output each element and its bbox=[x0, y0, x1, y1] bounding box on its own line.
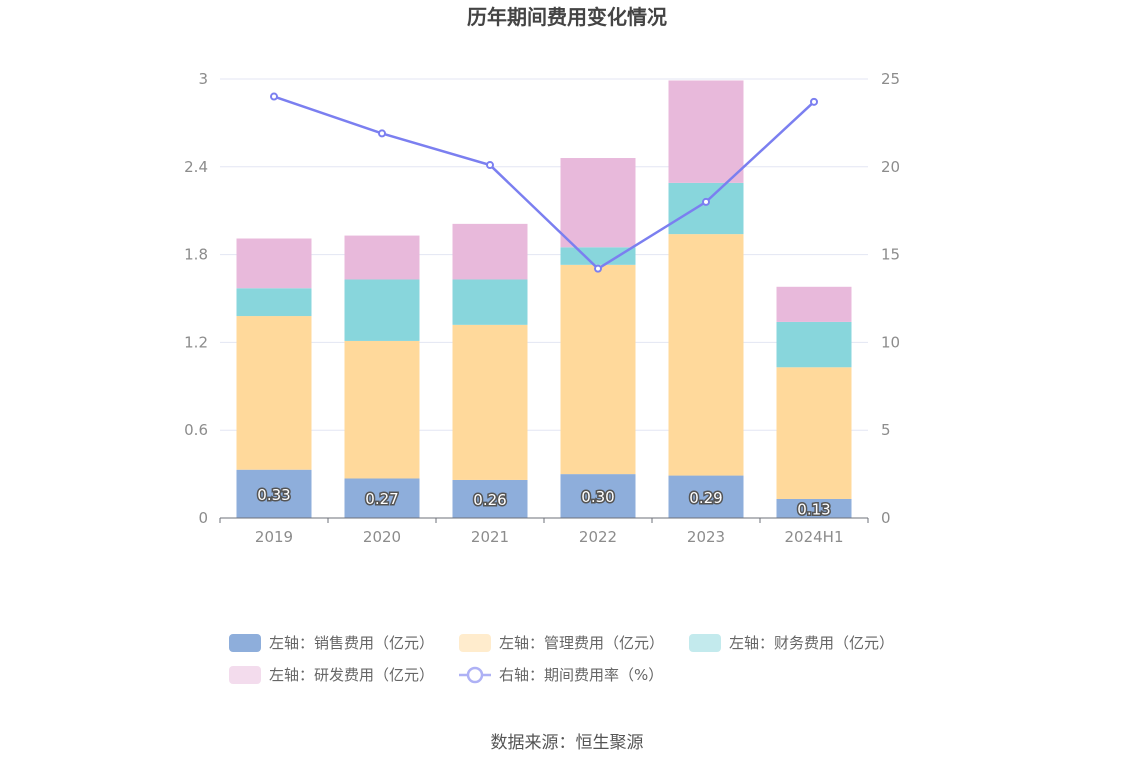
bar-segment bbox=[344, 340, 420, 479]
rate-point bbox=[810, 97, 818, 106]
bar-segment bbox=[560, 247, 636, 265]
legend-swatch bbox=[689, 634, 721, 652]
bar-segment bbox=[776, 498, 852, 518]
bar-segment bbox=[236, 238, 312, 289]
right-tick-label: 5 bbox=[881, 421, 891, 439]
x-axis: 2019 2020 2021 2022 2023 2024H1 bbox=[219, 517, 869, 546]
legend-label: 左轴：管理费用（亿元） bbox=[499, 634, 664, 652]
bar-segment bbox=[668, 475, 744, 518]
bar-segment bbox=[560, 474, 636, 518]
left-tick-label: 0.6 bbox=[184, 421, 208, 439]
legend-label: 左轴：财务费用（亿元） bbox=[729, 634, 894, 652]
legend-swatch bbox=[459, 634, 491, 652]
x-tick-label: 2023 bbox=[687, 528, 725, 546]
bars bbox=[236, 80, 852, 518]
bar-segment bbox=[776, 321, 852, 368]
x-tick-label: 2019 bbox=[255, 528, 293, 546]
bar-segment bbox=[668, 182, 744, 235]
left-tick-label: 1.8 bbox=[184, 246, 208, 264]
bar-segment bbox=[344, 478, 420, 518]
bar-data-label: 0.30 bbox=[581, 488, 614, 506]
bar-segment bbox=[560, 158, 636, 248]
legend: 左轴：销售费用（亿元） 左轴：管理费用（亿元） 左轴：财务费用（亿元） 左轴：研发费用… bbox=[229, 634, 894, 684]
x-tick-label: 2020 bbox=[363, 528, 401, 546]
right-axis: 0 5 10 15 20 25 bbox=[881, 70, 900, 527]
bar-segment bbox=[452, 324, 528, 480]
left-tick-label: 2.4 bbox=[184, 158, 208, 176]
left-tick-label: 1.2 bbox=[184, 333, 208, 351]
left-tick-label: 0 bbox=[198, 509, 208, 527]
data-labels: 0.33 0.27 0.26 0.30 0.29 0.13 bbox=[256, 484, 832, 520]
legend-swatch bbox=[229, 634, 261, 652]
bar-segment bbox=[344, 279, 420, 341]
legend-swatch bbox=[229, 666, 261, 684]
right-tick-label: 25 bbox=[881, 70, 900, 88]
grid bbox=[220, 78, 868, 431]
data-source: 数据来源：恒生聚源 bbox=[491, 733, 644, 753]
rate-point bbox=[486, 161, 494, 170]
x-tick-label: 2024H1 bbox=[785, 528, 844, 546]
bar-segment bbox=[236, 469, 312, 518]
rate-point bbox=[378, 129, 386, 138]
legend-swatch bbox=[466, 666, 484, 684]
rate-point bbox=[702, 197, 710, 206]
bar-segment bbox=[452, 479, 528, 518]
bar-segment bbox=[344, 235, 420, 280]
bar-segment bbox=[776, 367, 852, 499]
bar-segment bbox=[452, 279, 528, 325]
bar-segment bbox=[236, 288, 312, 317]
rate-point bbox=[270, 92, 278, 101]
bar-segment bbox=[236, 316, 312, 470]
bar-data-label: 0.13 bbox=[797, 500, 830, 518]
bar-data-label: 0.27 bbox=[365, 490, 398, 508]
bar-segment bbox=[668, 234, 744, 476]
bar-data-label: 0.29 bbox=[689, 489, 722, 507]
left-axis: 0 0.6 1.2 1.8 2.4 3 bbox=[184, 70, 208, 527]
bar-segment bbox=[668, 80, 744, 183]
rate-point bbox=[594, 264, 602, 273]
rate-line-path bbox=[273, 95, 815, 271]
right-tick-label: 15 bbox=[881, 246, 900, 264]
right-tick-label: 0 bbox=[881, 509, 891, 527]
right-tick-label: 10 bbox=[881, 333, 900, 351]
legend-label: 右轴：期间费用率（%） bbox=[499, 666, 663, 684]
bar-data-label: 0.26 bbox=[473, 491, 506, 509]
bar-segment bbox=[560, 264, 636, 475]
legend-label: 左轴：销售费用（亿元） bbox=[269, 634, 434, 652]
rate-line bbox=[270, 92, 818, 273]
left-tick-label: 3 bbox=[198, 70, 208, 88]
chart-title: 历年期间费用变化情况 bbox=[467, 5, 667, 29]
legend-label: 左轴：研发费用（亿元） bbox=[269, 666, 434, 684]
x-tick-label: 2022 bbox=[579, 528, 617, 546]
bar-segment bbox=[452, 223, 528, 280]
x-tick-label: 2021 bbox=[471, 528, 509, 546]
bar-segment bbox=[776, 286, 852, 322]
bar-data-label: 0.33 bbox=[257, 486, 290, 504]
right-tick-label: 20 bbox=[881, 158, 900, 176]
